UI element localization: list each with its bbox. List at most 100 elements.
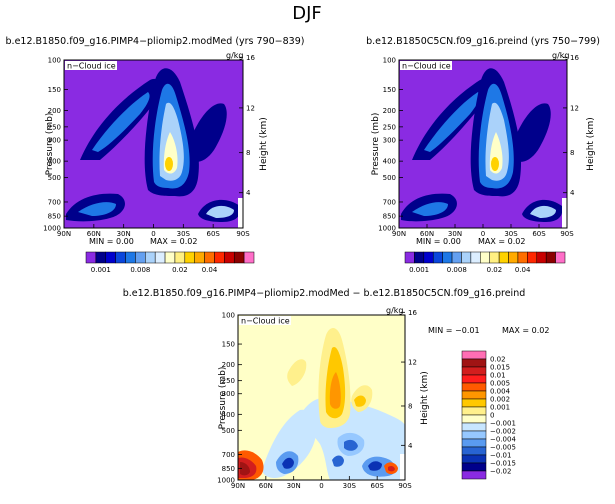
colorbar-diff: 0.020.0150.010.0050.0040.0020.0010−0.001… (461, 350, 516, 480)
pressure-tick-label: 400 (48, 158, 61, 166)
colorbar-label: −0.001 (490, 420, 516, 428)
pressure-tick-label: 200 (383, 107, 396, 115)
pressure-tick-label: 400 (383, 158, 396, 166)
colorbar-label: 0.005 (490, 380, 510, 388)
colorbar-swatch (461, 398, 487, 408)
colorbar-swatch (461, 438, 487, 448)
colorbar-swatch (224, 251, 235, 264)
latitude-tick-label: 60S (370, 482, 384, 490)
colorbar-swatch (536, 251, 547, 264)
colorbar-swatch (461, 382, 487, 392)
pressure-tick-label: 300 (222, 390, 235, 398)
latitude-tick-label: 90N (231, 482, 245, 490)
colorbar-swatch (461, 422, 487, 432)
colorbar-label: −0.005 (490, 444, 516, 452)
colorbar-label: 0.001 (91, 266, 111, 274)
contour-sh-lower-inner (530, 205, 556, 218)
colorbar-swatch (184, 251, 195, 264)
colorbar-swatch (545, 251, 556, 264)
panel-b-min: MIN = 0.00 (416, 237, 461, 246)
panel-a-max: MAX = 0.02 (150, 237, 197, 246)
panel-b-ylabel-right: Height (km) (586, 117, 596, 171)
latitude-tick-label: 60S (532, 230, 546, 238)
colorbar-swatch (105, 251, 116, 264)
colorbar-swatch (125, 251, 136, 264)
colorbar-label: 0.001 (409, 266, 429, 274)
season-title: DJF (292, 3, 322, 24)
colorbar-label: 0.02 (487, 266, 503, 274)
contour-pos-sh-upper-core (354, 395, 366, 407)
colorbar-label: 0.015 (490, 364, 510, 372)
latitude-tick-label: 0 (151, 230, 155, 238)
contour-nh-lower-inner (412, 202, 448, 216)
height-tick-label: 16 (408, 309, 417, 317)
contour-neg-nh (262, 409, 317, 478)
colorbar-swatch (498, 251, 509, 264)
contour-sh-upper (514, 103, 551, 162)
colorbar-swatch (164, 251, 176, 264)
colorbar-b: 0.001 0.008 0.02 0.04 (404, 251, 566, 274)
colorbar-label: −0.01 (490, 452, 511, 460)
colorbar-label: 0.004 (490, 388, 511, 396)
panel-c-units: g/kg (386, 306, 403, 315)
panel-b-variable: n−Cloud ice (402, 62, 451, 71)
colorbar-swatch (432, 251, 443, 264)
colorbar-label: 0.01 (490, 372, 506, 380)
colorbar-swatch (174, 251, 186, 264)
pressure-tick-label: 700 (48, 198, 61, 206)
colorbar-swatch (135, 251, 146, 264)
colorbar-label: −0.002 (490, 428, 516, 436)
contour-sh-lower-inner (206, 205, 234, 218)
colorbar-swatch (442, 251, 453, 264)
pressure-tick-label: 250 (222, 377, 235, 385)
colorbar-a: 0.001 0.008 0.02 0.04 (85, 251, 255, 274)
pressure-tick-label: 200 (48, 107, 61, 115)
colorbar-swatch (555, 251, 566, 264)
pressure-tick-label: 400 (222, 411, 235, 419)
colorbar-swatch (461, 430, 487, 440)
contour-pos-nh-surface-core (240, 462, 250, 476)
latitude-tick-label: 90S (560, 230, 574, 238)
pressure-tick-label: 250 (383, 123, 396, 131)
colorbar-swatch (461, 390, 487, 400)
colorbar-label: −0.02 (490, 468, 511, 476)
pressure-tick-label: 850 (383, 213, 396, 221)
colorbar-swatch (95, 251, 107, 264)
pressure-tick-label: 500 (222, 427, 235, 435)
colorbar-swatch (233, 251, 245, 264)
height-tick-label: 8 (246, 149, 250, 157)
colorbar-swatch (214, 251, 225, 264)
latitude-tick-label: 60N (420, 230, 434, 238)
panel-a-title: b.e12.B1850.f09_g16.PIMP4−pliomip2.modMe… (6, 36, 305, 47)
latitude-tick-label: 60N (259, 482, 273, 490)
pressure-tick-label: 850 (222, 465, 235, 473)
surface-mask-c (400, 454, 405, 480)
colorbar-swatch (243, 251, 255, 264)
panel-a-contours (66, 68, 243, 228)
contour-pos-column-core (329, 372, 341, 409)
colorbar-label: −0.004 (490, 436, 516, 444)
panel-a-plot: n−Cloud ice g/kg MIN = 0.00 MAX = 0.02 1… (43, 51, 269, 246)
colorbar-swatch (451, 251, 462, 264)
colorbar-swatch (517, 251, 528, 264)
contour-neg-nh-surface-core (282, 457, 294, 469)
panel-c-min: MIN = −0.01 (428, 326, 480, 335)
contour-sh-upper (190, 103, 227, 162)
colorbar-swatch (461, 251, 472, 264)
contour-tropics-max (491, 157, 499, 171)
panel-b-units: g/kg (552, 51, 569, 60)
pressure-tick-label: 100 (48, 57, 61, 65)
panel-b-plot: n−Cloud ice g/kg MIN = 0.00 MAX = 0.02 1… (371, 51, 596, 246)
colorbar-label: 0.02 (172, 266, 188, 274)
height-tick-label: 16 (570, 54, 579, 62)
panel-c-ylabel: Pressure (mb) (218, 367, 228, 430)
panel-a-ylabel: Pressure (mb) (45, 113, 55, 176)
pressure-tick-label: 500 (48, 174, 61, 182)
pressure-tick-label: 300 (383, 137, 396, 145)
panel-c-label-box (239, 316, 291, 325)
latitude-tick-label: 90N (57, 230, 71, 238)
colorbar-label: 0.04 (515, 266, 531, 274)
